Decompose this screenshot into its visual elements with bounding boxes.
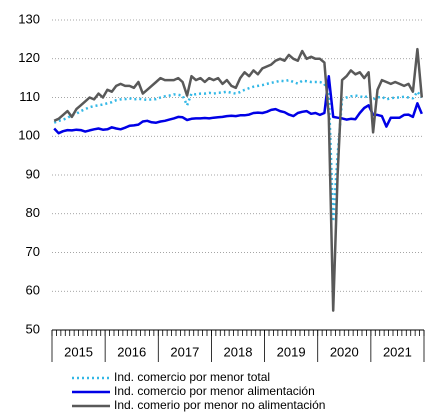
y-tick-label: 80 (26, 205, 40, 220)
x-tick-label: 2021 (383, 344, 412, 359)
y-tick-label: 130 (18, 11, 40, 26)
y-tick-label: 110 (19, 89, 40, 104)
x-tick-label: 2017 (170, 344, 199, 359)
legend-label: Ind. comerio por menor no alimentación (114, 398, 325, 412)
line-series (53, 78, 423, 223)
x-tick-label: 2015 (64, 344, 93, 359)
legend-label: Ind. comercio por menor total (114, 370, 270, 384)
y-tick-label: 100 (18, 128, 40, 143)
y-tick-label: 120 (18, 50, 40, 65)
x-tick-label: 2019 (277, 344, 306, 359)
y-tick-label: 50 (26, 321, 40, 336)
x-tick-label: 2020 (330, 344, 359, 359)
legend-label: Ind. comercio por menor alimentación (114, 384, 315, 398)
y-tick-label: 60 (26, 283, 40, 298)
x-tick-label: 2018 (224, 344, 253, 359)
x-tick-label: 2016 (117, 344, 146, 359)
y-tick-label: 90 (26, 166, 40, 181)
line-series (53, 74, 423, 135)
line-series (53, 47, 424, 312)
y-tick-label: 70 (26, 244, 40, 259)
